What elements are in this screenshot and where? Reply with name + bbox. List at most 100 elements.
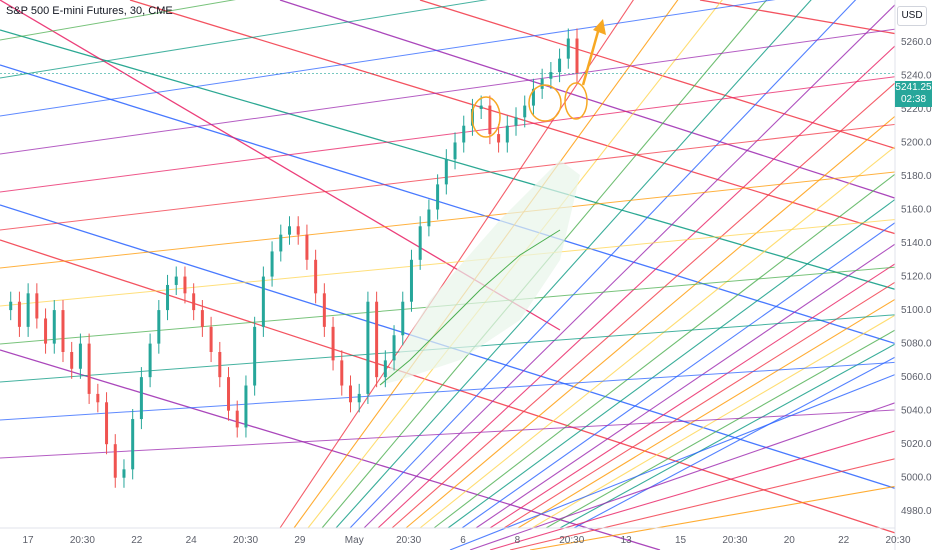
candle-body — [322, 293, 326, 327]
candle-body — [9, 301, 13, 311]
candle-body — [296, 226, 300, 235]
ascending-fan-line — [363, 0, 901, 529]
price-tick-label: 5140.00 — [901, 238, 932, 249]
candle-body — [505, 125, 509, 143]
price-tick-label: 5060.00 — [901, 372, 932, 383]
candle-body — [192, 293, 196, 311]
descending-fan-line — [419, 0, 932, 161]
candle-body — [531, 88, 535, 106]
projection-arrow — [581, 27, 601, 86]
ascending-fan-line — [559, 323, 932, 529]
cloud-edge — [379, 229, 561, 386]
highlight-circle — [564, 82, 588, 120]
descending-fan-line — [0, 29, 932, 301]
chart-annotations — [0, 19, 895, 138]
projection-arrowhead — [593, 19, 606, 35]
candle-body — [488, 105, 492, 135]
price-tick-label: 5160.00 — [901, 205, 932, 216]
time-tick-label: May — [345, 535, 364, 546]
time-tick-label: 8 — [515, 535, 521, 546]
ascending-fan-line — [531, 292, 932, 529]
candle-body — [183, 276, 187, 294]
candle-body — [44, 318, 48, 344]
candle-body — [87, 343, 91, 394]
candle-body — [279, 234, 283, 252]
time-tick-label: 17 — [22, 535, 34, 546]
ascending-fan-line — [545, 308, 932, 529]
descending-fan-line — [129, 0, 932, 246]
candle-body — [235, 410, 239, 428]
candle-body — [357, 393, 361, 403]
price-tick-label: 5020.00 — [901, 439, 932, 450]
candle-body — [26, 293, 30, 327]
time-tick-label: 13 — [621, 535, 633, 546]
candle-body — [305, 234, 309, 260]
ascending-fan-line — [335, 0, 812, 529]
candle-body — [453, 142, 457, 160]
ascending-fan-line — [517, 276, 932, 529]
candle-body — [113, 444, 117, 478]
candle-body — [314, 259, 318, 294]
candle-body — [148, 343, 152, 378]
price-tick-label: 5240.00 — [901, 70, 932, 81]
last-price-tag: 5241.25 02:38 — [895, 81, 932, 107]
time-tick-label: 20:30 — [559, 535, 584, 546]
candle-body — [139, 377, 143, 420]
candle-body — [514, 117, 518, 126]
cloud-area — [380, 160, 580, 385]
candle-body — [497, 134, 501, 143]
ascending-fan-line — [405, 84, 932, 529]
time-tick-label: 22 — [131, 535, 143, 546]
rising-parallel-line — [0, 359, 932, 421]
candle-body — [244, 385, 248, 428]
rising-parallel-line — [0, 167, 932, 269]
candle-body — [253, 326, 257, 386]
ascending-fan-line — [377, 10, 932, 529]
price-tick-label: 5200.00 — [901, 137, 932, 148]
time-tick-label: 20:30 — [396, 535, 421, 546]
time-tick-label: 24 — [186, 535, 198, 546]
rising-parallel-line — [0, 71, 932, 193]
candle-body — [523, 105, 527, 118]
lower-fan-line — [469, 389, 932, 551]
candle-body — [261, 276, 265, 327]
rising-parallel-line — [0, 23, 932, 155]
candle-body — [105, 402, 109, 445]
candle-body — [549, 72, 553, 79]
ascending-fan-line — [461, 195, 932, 529]
candle-body — [174, 276, 178, 285]
candle-body — [558, 58, 562, 73]
chart-title: S&P 500 E-mini Futures, 30, CME — [6, 5, 173, 17]
candle-body — [409, 259, 413, 302]
price-tick-label: 5100.00 — [901, 305, 932, 316]
candle-body — [131, 419, 135, 470]
lower-fan-line — [529, 479, 932, 551]
ascending-fan-line — [349, 0, 857, 529]
candle-body — [479, 105, 483, 109]
currency-unit-button[interactable]: USD — [897, 6, 927, 26]
candle-body — [17, 301, 21, 327]
ascending-fan-line — [475, 218, 932, 529]
time-tick-label: 20:30 — [70, 535, 95, 546]
candle-body — [392, 335, 396, 361]
ichimoku-cloud — [379, 160, 580, 386]
price-tick-label: 5040.00 — [901, 406, 932, 417]
ascending-fan-line — [279, 0, 634, 529]
candle-body — [70, 352, 74, 369]
candle-body — [366, 301, 370, 394]
candle-body — [375, 301, 379, 378]
candle-body — [209, 326, 213, 352]
candle-body — [540, 78, 544, 89]
candle-body — [331, 326, 335, 361]
price-tick-label: 5000.00 — [901, 473, 932, 484]
candle-body — [61, 310, 65, 352]
candle-body — [418, 226, 422, 260]
candle-body — [227, 377, 231, 411]
ascending-fan-line — [419, 116, 932, 529]
candle-body — [166, 284, 170, 311]
rising-parallel-line — [0, 0, 488, 79]
rising-parallel-line — [0, 407, 932, 459]
candle-body — [462, 125, 466, 143]
